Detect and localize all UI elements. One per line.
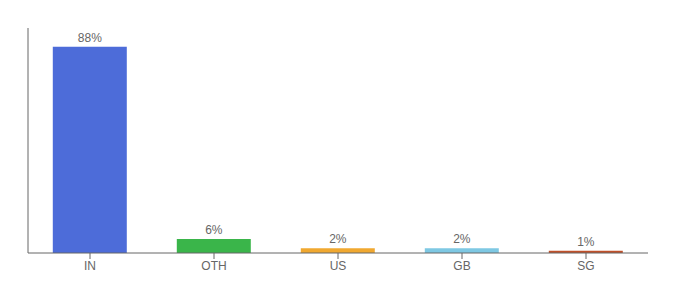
svg-text:SG: SG xyxy=(577,259,594,273)
svg-text:GB: GB xyxy=(453,259,470,273)
svg-text:88%: 88% xyxy=(78,31,102,45)
svg-text:IN: IN xyxy=(84,259,96,273)
svg-text:OTH: OTH xyxy=(201,259,226,273)
svg-text:US: US xyxy=(330,259,347,273)
svg-text:2%: 2% xyxy=(329,232,347,246)
svg-text:2%: 2% xyxy=(453,232,471,246)
svg-text:6%: 6% xyxy=(205,223,223,237)
svg-text:1%: 1% xyxy=(577,235,595,249)
